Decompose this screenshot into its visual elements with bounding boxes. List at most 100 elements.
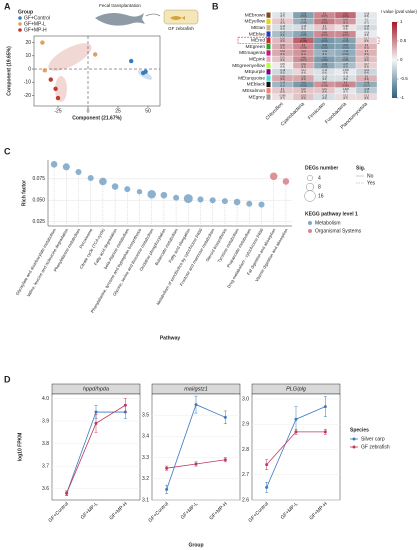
cell-p-value: (0.3): [364, 48, 369, 50]
legend-marker: [352, 437, 356, 441]
cell-p-value: (0.07): [300, 60, 306, 62]
y-tick-label: 4.0: [42, 396, 49, 402]
cell-p-value: (0.01): [342, 16, 348, 18]
annotation: GF zebrafish: [168, 26, 194, 31]
row-label: MEbrown: [245, 12, 266, 18]
x-tick-label: GF+MP-L: [80, 501, 100, 521]
y-tick-label: 3.6: [42, 486, 49, 492]
legend-label: Organismal Systems: [315, 228, 362, 234]
row-label: MEgrey: [248, 94, 265, 100]
cell-p-value: (0.7): [343, 92, 348, 94]
row-label: MEmagenta: [239, 50, 265, 56]
y-tick-label: 20: [25, 40, 31, 46]
y-tick-label: 3.1: [142, 497, 149, 503]
cell-value: -0.21: [364, 70, 370, 72]
x-tick-label: GF+MP-L: [180, 501, 200, 521]
bubble: [269, 172, 278, 181]
cell-value: -0.28: [364, 89, 370, 91]
plot-frame: [33, 35, 161, 107]
legend-label: 8: [318, 184, 321, 190]
cell-value: 0.25: [364, 58, 369, 60]
cell-value: 0.45: [322, 83, 327, 85]
bubble: [62, 163, 70, 171]
cell-value: 0.088: [343, 26, 349, 28]
bubble: [75, 168, 82, 176]
legend-label: No: [367, 173, 374, 179]
illustration: [95, 9, 199, 26]
y-tick-label: 3.0: [242, 396, 249, 402]
x-tick-label: GF+MP-H: [208, 501, 229, 522]
bubble: [221, 198, 228, 205]
cell-p-value: (0.08): [300, 22, 306, 24]
x-tick-label: 25: [115, 108, 121, 114]
cell-value: 0.36: [301, 76, 306, 78]
cell-p-value: (0.8): [364, 16, 369, 18]
cell-p-value: (0.1): [322, 54, 327, 56]
row-label: MEblue: [249, 31, 266, 37]
size-legend-marker: [304, 190, 316, 202]
cell-p-value: (0.3): [364, 92, 369, 94]
cell-p-value: (0.7): [364, 22, 369, 24]
cell-value: 0.23: [301, 95, 306, 97]
legend-title: KEGG pathway level 1: [305, 211, 358, 217]
cell-p-value: (0.5): [280, 22, 285, 24]
bubble: [197, 196, 204, 203]
cell-value: 0.3: [365, 45, 369, 47]
cell-value: -0.13: [322, 70, 328, 72]
row-label: MEyellow: [244, 19, 265, 25]
cell-value: -0.57: [343, 45, 349, 47]
cell-value: 0.05: [280, 64, 285, 66]
y-axis-label: Rich factor: [21, 180, 27, 206]
x-axis-label: Pathway: [160, 335, 181, 341]
cell-value: -0.55: [343, 39, 349, 41]
cell-value: -0.15: [322, 76, 328, 78]
y-tick-label: 0.075: [32, 176, 45, 182]
cell-value: -0.06: [364, 32, 370, 34]
cell-value: -0.48: [364, 83, 370, 85]
cell-p-value: (0.8): [343, 29, 348, 31]
cell-value: -0.19: [280, 70, 286, 72]
y-tick-label: 10: [25, 53, 31, 59]
row-swatch: [266, 31, 271, 37]
y-tick-label: 3.2: [142, 476, 149, 482]
cell-value: -0.08: [364, 13, 370, 15]
y-tick-label: 2.7: [242, 472, 249, 478]
cell-value: -0.15: [301, 26, 307, 28]
row-swatch: [266, 25, 271, 31]
cell-value: -0.44: [322, 51, 328, 53]
cell-p-value: (0.5): [364, 66, 369, 68]
cell-p-value: (0.5): [280, 92, 285, 94]
cell-value: 0.22: [301, 89, 306, 91]
bubble: [124, 186, 131, 193]
confidence-ellipses: [48, 43, 153, 102]
x-tick-label: GF+Control: [247, 501, 270, 524]
x-tick-label: GF+Control: [147, 501, 170, 524]
y-tick-label: 2.8: [242, 447, 249, 453]
cell-p-value: (0.7): [280, 16, 285, 18]
cell-p-value: (0.2): [343, 66, 348, 68]
cell-value: 0.68: [301, 39, 306, 41]
point: [94, 421, 98, 425]
legend-label: GF zebrafish: [361, 444, 390, 450]
cell-p-value: (0.06): [342, 85, 348, 87]
cell-value: -0.14: [343, 76, 349, 78]
cell-value: 0.44: [301, 51, 306, 53]
cell-value: -0.61: [322, 45, 328, 47]
cell-value: 0.12: [343, 95, 348, 97]
point: [194, 462, 198, 466]
legend-marker: [18, 22, 22, 26]
cell-value: -0.092: [342, 89, 349, 91]
x-tick-label: GF+MP-L: [280, 501, 300, 521]
legend-label: GF+MP-H: [24, 27, 47, 33]
legend-label: Silver carp: [361, 436, 385, 442]
cell-value: -0.51: [343, 58, 349, 60]
y-tick-label: 3.9: [42, 418, 49, 424]
cell-p-value: (0.03): [342, 41, 348, 43]
y-tick-label: 3.4: [142, 434, 149, 440]
cell-p-value: (0.02): [321, 48, 327, 50]
bubble: [246, 200, 253, 207]
bubble: [136, 189, 143, 195]
cell-p-value: (0.6): [301, 29, 306, 31]
point: [165, 466, 169, 470]
y-tick-label: -20: [24, 93, 31, 99]
